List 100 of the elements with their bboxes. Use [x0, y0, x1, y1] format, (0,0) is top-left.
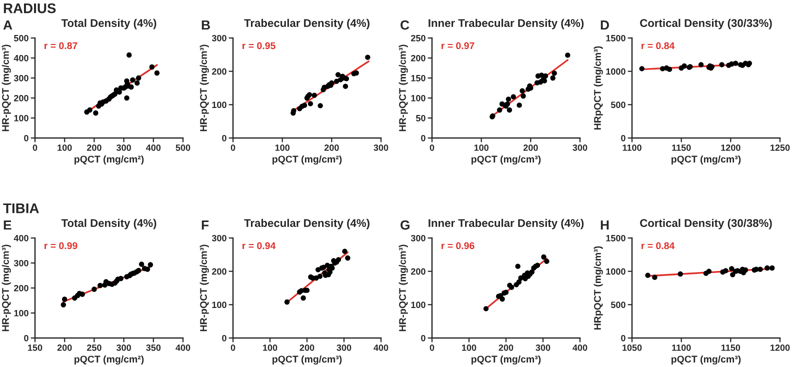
- y-axis-title: HRpQCT (mg/cm³): [594, 46, 603, 130]
- x-tick-label: 300: [572, 144, 588, 151]
- x-tick-label: 1100: [672, 344, 691, 351]
- y-tick-label: 100: [14, 114, 28, 122]
- x-tick-label: 200: [86, 144, 102, 151]
- y-tick-label: 100: [14, 310, 28, 316]
- y-tick-label: 100: [212, 102, 226, 108]
- x-tick-label: 1150: [721, 344, 740, 351]
- x-tick-label: 300: [336, 344, 352, 351]
- y-tick-label: 500: [14, 34, 28, 42]
- y-tick-label: 100: [411, 302, 426, 308]
- y-tick-label: 200: [212, 68, 226, 75]
- x-tick-label: 100: [58, 144, 72, 151]
- x-axis-title: pQCT (mg/cm³): [672, 355, 741, 365]
- y-axis-title: HR-pQCT (mg/cm³): [200, 244, 209, 332]
- y-tick-label: 200: [411, 54, 426, 62]
- y-axis-title: HR-pQCT (mg/cm³): [398, 44, 408, 132]
- y-tick-label: 200: [14, 94, 28, 102]
- x-tick-label: 300: [374, 144, 388, 151]
- y-tick-label: 300: [410, 234, 426, 242]
- chart-title: Inner Trabecular Density (4%): [428, 218, 584, 230]
- x-tick-label: 1050: [622, 344, 642, 351]
- y-tick-label: 150: [411, 74, 426, 82]
- y-tick-label: 500: [610, 302, 626, 308]
- x-tick-label: 0: [430, 344, 434, 351]
- y-tick-label: 300: [212, 234, 226, 242]
- x-axis-title: pQCT (mg/cm³): [472, 155, 541, 165]
- x-tick-label: 100: [263, 344, 278, 351]
- x-tick-label: 300: [116, 344, 131, 351]
- y-axis-title: HR-pQCT (mg/cm³): [2, 44, 11, 132]
- y-tick-label: 200: [14, 284, 28, 292]
- text: F: [202, 220, 209, 230]
- y-axis-title: HR-pQCT (mg/cm³): [398, 244, 408, 332]
- x-tick-label: 200: [498, 344, 514, 351]
- y-tick-label: 0: [421, 134, 426, 142]
- x-tick-label: 200: [324, 144, 339, 151]
- text: B: [202, 20, 210, 30]
- x-tick-label: 0: [32, 144, 38, 151]
- y-tick-label: 300: [14, 260, 28, 266]
- y-axis-title: HRpQCT (mg/cm³): [594, 246, 603, 330]
- x-tick-label: 100: [275, 144, 290, 151]
- chart-title: Cortical Density (30/38%): [640, 218, 772, 230]
- x-tick-label: 350: [146, 344, 161, 351]
- x-tick-label: 100: [474, 144, 488, 151]
- annotation: r = 0.87: [44, 42, 78, 50]
- y-tick-label: 0: [24, 134, 28, 142]
- y-axis-title: HR-pQCT (mg/cm³): [2, 244, 11, 332]
- y-tick-label: 1000: [606, 268, 626, 275]
- annotation: r = 0.96: [442, 242, 474, 250]
- y-tick-label: 300: [212, 34, 226, 42]
- annotation: r = 0.95: [242, 42, 276, 50]
- x-tick-label: 1200: [721, 144, 740, 151]
- chart-title: Total Density (4%): [61, 18, 156, 30]
- x-axis-title: pQCT (mg/cm³): [672, 155, 741, 165]
- text: C: [400, 20, 410, 30]
- y-tick-label: 400: [14, 234, 28, 242]
- x-tick-label: 300: [116, 144, 131, 151]
- text: TIBIA: [3, 204, 39, 214]
- y-tick-label: 0: [222, 134, 226, 142]
- y-tick-label: 300: [14, 74, 28, 82]
- chart-title: Total Density (4%): [61, 218, 156, 230]
- x-tick-label: 0: [230, 344, 236, 351]
- x-axis-title: pQCT (mg/cm³): [472, 355, 541, 365]
- x-tick-label: 400: [374, 344, 388, 351]
- chart-title: Trabecular Density (4%): [244, 218, 370, 230]
- y-tick-label: 200: [411, 268, 426, 275]
- annotation: r = 0.84: [642, 42, 675, 50]
- x-tick-label: 300: [536, 344, 550, 351]
- annotation: r = 0.84: [642, 242, 675, 250]
- y-tick-label: 0: [421, 334, 426, 342]
- y-tick-label: 200: [212, 268, 226, 275]
- x-tick-label: 0: [230, 144, 236, 151]
- text: RADIUS: [4, 3, 56, 14]
- x-tick-label: 200: [523, 144, 538, 151]
- y-tick-label: 1500: [606, 34, 626, 42]
- y-axis-title: HR-pQCT (mg/cm³): [200, 44, 209, 132]
- text: A: [3, 20, 12, 30]
- text: G: [400, 220, 410, 230]
- x-tick-label: 1250: [770, 144, 790, 151]
- x-tick-label: 200: [57, 344, 72, 351]
- x-tick-label: 400: [146, 144, 161, 151]
- text: E: [4, 220, 12, 230]
- y-tick-label: 100: [212, 302, 226, 308]
- chart-title: Inner Trabecular Density (4%): [428, 18, 584, 30]
- y-tick-label: 0: [621, 334, 626, 342]
- x-tick-label: 400: [176, 344, 190, 351]
- chart-title: Cortical Density (30/33%): [640, 18, 772, 30]
- x-axis-title: pQCT (mg/cm²): [74, 355, 144, 365]
- annotation: r = 0.97: [442, 42, 474, 50]
- y-tick-label: 0: [621, 134, 626, 142]
- y-tick-label: 0: [24, 334, 28, 342]
- y-tick-label: 500: [610, 102, 626, 108]
- y-tick-label: 50: [416, 114, 426, 122]
- x-tick-label: 400: [572, 344, 588, 351]
- chart-title: Trabecular Density (4%): [244, 18, 370, 30]
- x-tick-label: 1100: [622, 144, 642, 151]
- y-tick-label: 250: [411, 34, 426, 42]
- x-axis-title: pQCT (mg/cm²): [272, 155, 342, 165]
- x-tick-label: 100: [462, 344, 476, 351]
- text: H: [600, 220, 609, 230]
